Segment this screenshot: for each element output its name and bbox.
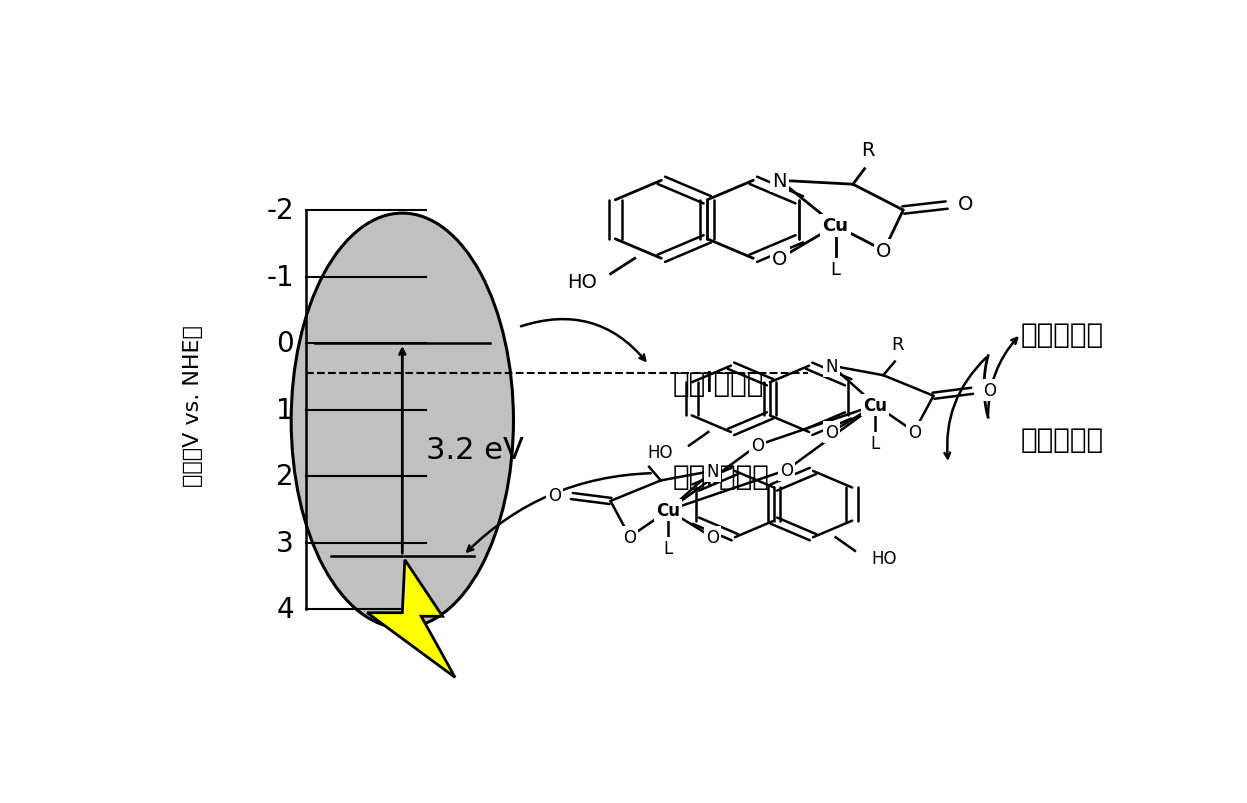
Text: 0: 0 <box>277 330 294 357</box>
Text: O: O <box>908 423 920 441</box>
Text: 1: 1 <box>277 396 294 424</box>
Text: O: O <box>624 528 636 546</box>
Text: L: L <box>663 540 673 557</box>
Text: HO: HO <box>647 444 672 462</box>
Text: HO: HO <box>566 273 596 292</box>
Text: L: L <box>831 260 840 279</box>
Text: 電位（V vs. NHE）: 電位（V vs. NHE） <box>182 324 202 487</box>
Text: Cu: Cu <box>656 502 681 520</box>
Text: L: L <box>870 434 880 452</box>
Text: N: N <box>773 172 787 190</box>
Text: O: O <box>547 486 561 504</box>
Text: N: N <box>706 463 718 480</box>
Text: O: O <box>959 195 974 214</box>
Text: R: R <box>892 336 904 353</box>
Text: 3.2 eV: 3.2 eV <box>426 435 524 464</box>
Polygon shape <box>367 560 455 678</box>
Text: Cu: Cu <box>863 397 888 414</box>
Text: O: O <box>706 528 718 547</box>
Text: 3: 3 <box>277 529 294 557</box>
Text: 銅（Ⅰ）錯体: 銅（Ⅰ）錯体 <box>673 370 764 397</box>
Text: O: O <box>772 250 788 268</box>
Text: 六価クロム: 六価クロム <box>1021 426 1104 454</box>
Text: 4: 4 <box>277 596 294 624</box>
Text: O: O <box>983 381 996 399</box>
Text: 2: 2 <box>277 463 294 491</box>
Ellipse shape <box>291 214 514 628</box>
Text: 銅（Ⅱ）錯体: 銅（Ⅱ）錯体 <box>673 463 769 491</box>
Text: 三価クロム: 三価クロム <box>1021 320 1104 349</box>
Text: -2: -2 <box>267 197 294 225</box>
Text: O: O <box>826 423 838 442</box>
Text: O: O <box>779 462 793 479</box>
Text: -1: -1 <box>267 263 294 291</box>
Text: N: N <box>826 357 838 375</box>
Text: Cu: Cu <box>823 218 848 235</box>
Text: O: O <box>877 242 892 261</box>
Text: HO: HO <box>872 549 897 567</box>
Text: R: R <box>860 141 874 161</box>
Text: R: R <box>645 441 657 459</box>
Text: O: O <box>751 437 764 454</box>
Text: O: O <box>772 250 788 268</box>
